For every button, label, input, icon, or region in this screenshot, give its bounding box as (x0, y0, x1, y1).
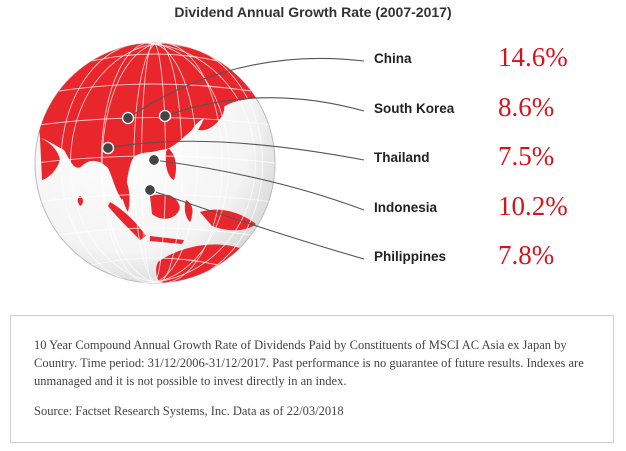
arabia-peninsula (40, 138, 60, 180)
marker-china (121, 111, 135, 125)
country-label-thailand: Thailand (374, 150, 430, 165)
source-note: Source: Factset Research Systems, Inc. D… (34, 404, 344, 418)
country-label-indonesia: Indonesia (374, 200, 438, 215)
globe-map (34, 42, 365, 284)
malay-peninsula (116, 168, 130, 212)
growth-value-china: 14.6% (498, 42, 568, 72)
meridian-line (133, 43, 183, 283)
leader-line-indonesia (153, 159, 365, 211)
sumatra-island (108, 202, 146, 240)
leader-line-south-korea (164, 97, 365, 117)
meridian-line (60, 43, 230, 283)
parallel-line (91, 257, 219, 266)
growth-value-south-korea: 8.6% (498, 92, 555, 122)
parallel-line (91, 53, 219, 62)
marker-thailand (101, 141, 115, 155)
sulawesi-island (184, 200, 193, 222)
asia-landmass (36, 43, 268, 200)
leader-line-thailand (107, 140, 365, 161)
country-label-china: China (374, 51, 412, 66)
marker-south-korea (158, 109, 172, 123)
parallel-line (41, 193, 269, 202)
marker-indonesia (147, 153, 161, 167)
footnote-text: 10 Year Compound Annual Growth Rate of D… (34, 338, 584, 388)
parallel-line (58, 227, 252, 236)
growth-value-thailand: 7.5% (498, 141, 555, 171)
meridian-line (70, 43, 263, 283)
parallel-line (58, 83, 252, 92)
leader-line-philippines (149, 189, 365, 260)
footnote-box: 10 Year Compound Annual Growth Rate of D… (10, 315, 614, 443)
meridian-line (141, 43, 167, 283)
country-label-south-korea: South Korea (374, 101, 455, 116)
sri-lanka-island (77, 196, 83, 206)
meridian-line (101, 43, 223, 283)
growth-value-philippines: 7.8% (498, 240, 555, 270)
parallel-line (41, 117, 269, 126)
country-label-philippines: Philippines (374, 249, 447, 264)
growth-value-indonesia: 10.2% (498, 191, 568, 221)
chart-title: Dividend Annual Growth Rate (2007-2017) (174, 4, 452, 20)
marker-philippines (143, 183, 157, 197)
meridian-line (35, 43, 256, 283)
leader-line-china (127, 57, 365, 119)
meridian-line (100, 43, 198, 283)
